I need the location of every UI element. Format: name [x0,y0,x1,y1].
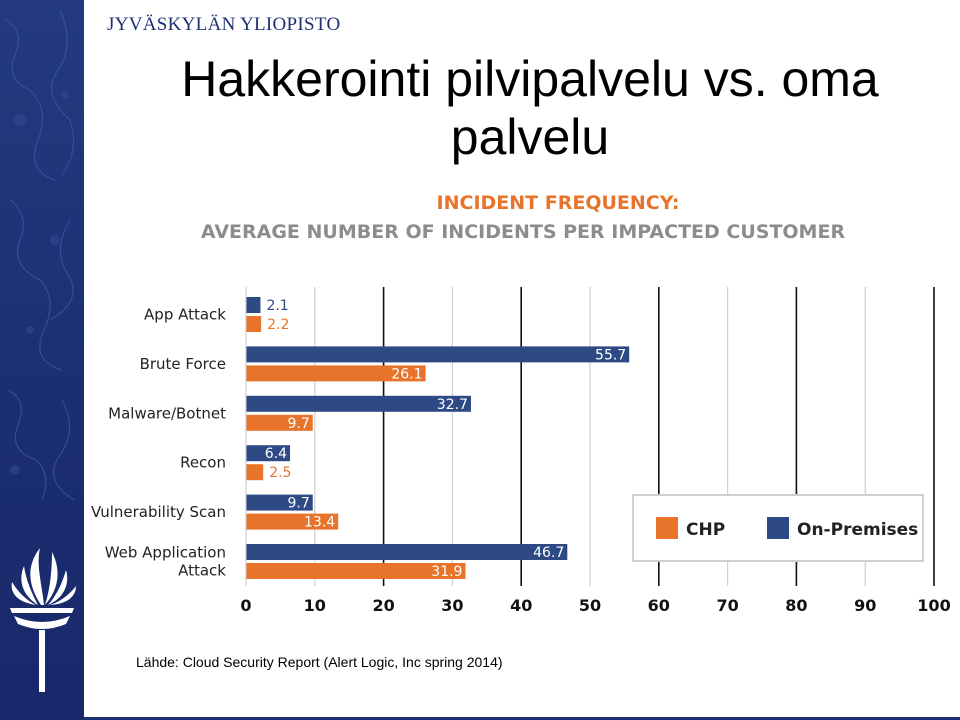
source-note: Lähde: Cloud Security Report (Alert Logi… [136,654,503,670]
legend-swatch [656,517,678,539]
legend-swatch [767,517,789,539]
data-label: 46.7 [533,545,564,561]
chart-title: INCIDENT FREQUENCY: [436,192,680,214]
legend-label: CHP [686,520,725,540]
data-label: 13.4 [304,515,335,531]
bar [246,494,313,511]
bar [246,414,313,431]
x-tick-label: 100 [917,596,950,615]
category-label: Web Application [105,544,226,562]
torch-logo-icon [10,548,76,692]
x-tick-label: 40 [510,596,532,615]
bar [246,563,466,579]
chart-subtitle: AVERAGE NUMBER OF INCIDENTS PER IMPACTED… [200,221,846,243]
x-tick-label: 0 [240,596,251,615]
category-label: Vulnerability Scan [91,503,226,521]
data-label: 2.2 [267,317,289,333]
data-label: 32.7 [437,397,468,413]
bar [246,445,291,462]
incident-frequency-chart: 0 10 20 30 40 50 60 70 80 90 100 App Attack 2.1 2.2 Br… [91,287,951,615]
legend-label: On-Premises [797,520,918,540]
x-tick-label: 30 [441,596,463,615]
category-label: Brute Force [140,355,226,373]
bottom-rule [84,717,960,720]
x-tick-label: 10 [304,596,326,615]
bar [246,365,426,382]
x-tick-label: 90 [854,596,876,615]
university-name: JYVÄSKYLÄN YLIOPISTO [107,14,341,35]
data-label: 31.9 [431,564,462,580]
data-label: 6.4 [265,446,287,462]
category-label: Attack [178,562,226,580]
x-tick-label: 70 [716,596,738,615]
category-label: Malware/Botnet [108,404,226,422]
university-sidebar [0,0,84,720]
bar [246,316,262,332]
category-label: Recon [180,454,226,472]
bar [246,513,339,530]
x-tick-label: 20 [372,596,394,615]
x-tick-label: 60 [648,596,670,615]
x-tick-label: 80 [785,596,807,615]
sidebar-pattern [0,0,84,720]
category-label: App Attack [144,306,226,324]
bar [246,346,630,363]
bar [246,464,264,481]
bar [246,395,471,412]
slide-title: Hakkerointi pilvipalvelu vs. oma palvelu [181,51,879,165]
bar [246,297,261,313]
data-label: 55.7 [595,347,626,363]
data-label: 9.7 [287,496,309,512]
data-label: 26.1 [391,366,422,382]
data-label: 2.1 [266,298,288,314]
bar [246,544,568,560]
data-label: 2.5 [269,465,291,481]
x-tick-label: 50 [579,596,601,615]
data-label: 9.7 [287,416,309,432]
